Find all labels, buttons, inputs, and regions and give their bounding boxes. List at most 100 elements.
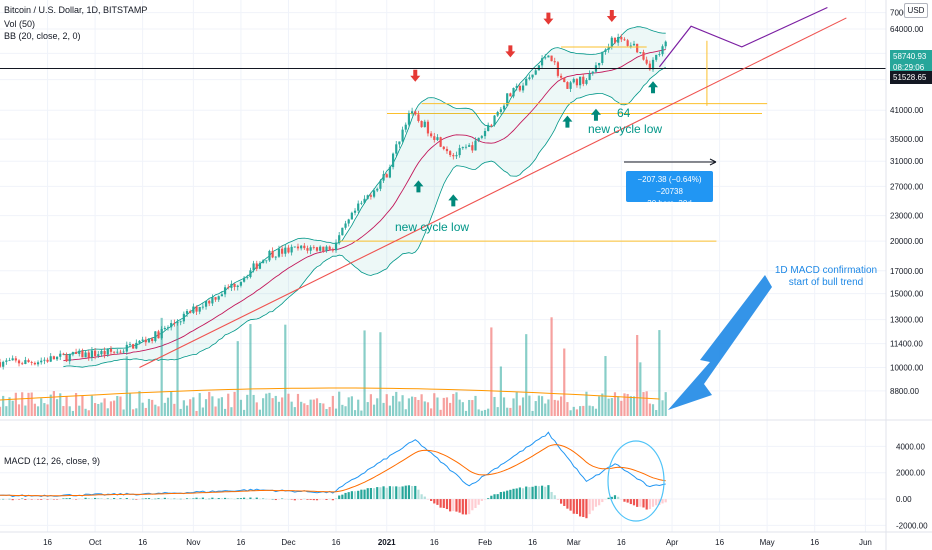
macd-histogram-bar <box>281 498 284 500</box>
candle-body <box>220 294 223 297</box>
volume-bar <box>347 397 350 416</box>
y-tick-label: 11400.00 <box>890 340 923 349</box>
cycle-low-number: 64 <box>617 106 631 120</box>
currency-button[interactable]: USD <box>904 3 928 18</box>
macd-histogram-bar <box>388 486 392 500</box>
volume-bar <box>182 400 185 416</box>
candle-body <box>97 354 100 356</box>
x-tick-label: Jun <box>859 538 872 547</box>
volume-bar <box>5 406 8 416</box>
volume-bar <box>471 400 474 416</box>
macd-histogram-bar <box>236 498 239 500</box>
candle-body <box>179 321 182 323</box>
candle-body <box>2 361 5 367</box>
candle-body <box>626 40 629 46</box>
volume-bar <box>21 392 24 416</box>
candle-body <box>547 55 550 58</box>
volume-bar <box>550 317 553 416</box>
macd-histogram-bar <box>436 499 439 505</box>
volume-bar <box>341 404 344 416</box>
macd-histogram-bar <box>629 499 632 505</box>
annotation-arrow <box>668 275 772 410</box>
macd-histogram-bar <box>449 499 452 512</box>
macd-histogram-bar <box>613 495 617 500</box>
volume-bar <box>258 409 262 416</box>
volume-bar <box>81 395 84 416</box>
volume-bar <box>610 398 613 416</box>
macd-histogram-bar <box>350 491 353 500</box>
last-price-tag: 58740.93 <box>890 50 932 63</box>
candle-body <box>341 227 344 236</box>
candle-body <box>201 306 204 308</box>
volume-bar <box>217 398 220 416</box>
macd-histogram-bar <box>65 498 68 500</box>
macd-histogram-bar <box>591 499 594 511</box>
macd-histogram-bar <box>160 498 163 500</box>
candle-body <box>537 65 540 71</box>
macd-histogram-bar <box>648 499 651 510</box>
candle-body <box>46 359 49 362</box>
macd-histogram-bar <box>455 499 458 512</box>
volume-bar <box>553 399 556 416</box>
candle-body <box>639 52 642 53</box>
candle-body <box>309 247 312 251</box>
volume-bar <box>651 404 655 416</box>
macd-histogram-bar <box>59 499 62 500</box>
macd-histogram-bar <box>217 498 220 500</box>
volume-bar <box>113 400 116 416</box>
macd-histogram-bar <box>227 498 230 500</box>
macd-histogram-bar <box>353 491 357 500</box>
macd-histogram-bar <box>626 499 629 503</box>
volume-bar <box>170 391 173 416</box>
macd-histogram-bar <box>430 499 433 501</box>
volume-bar <box>531 410 534 416</box>
volume-bar <box>417 399 420 416</box>
macd-histogram-bar <box>496 494 499 500</box>
candle-body <box>233 283 236 288</box>
macd-histogram-bar <box>287 499 290 500</box>
macd-histogram-bar <box>230 498 233 500</box>
candle-body <box>147 338 151 343</box>
volume-bar <box>94 403 97 416</box>
y-tick-label: 20000.00 <box>890 237 924 246</box>
macd-histogram-bar <box>417 489 420 500</box>
candle-body <box>525 78 528 86</box>
candle-body <box>620 37 623 40</box>
macd-histogram-bar <box>214 498 217 500</box>
volume-bar <box>90 395 94 416</box>
volume-bar <box>195 410 198 416</box>
macd-histogram-bar <box>303 498 306 500</box>
candle-body <box>439 137 442 147</box>
candle-body <box>331 249 334 251</box>
candle-body <box>423 121 426 128</box>
volume-bar <box>433 393 436 416</box>
macd-histogram-bar <box>322 499 325 500</box>
macd-histogram-bar <box>579 499 582 517</box>
candle-body <box>360 202 363 204</box>
volume-bar <box>52 391 55 416</box>
macd-histogram-bar <box>566 499 569 509</box>
cycle-low-label-1: new cycle low <box>395 220 470 234</box>
volume-bar <box>642 392 645 416</box>
candle-body <box>252 263 255 271</box>
volume-bar <box>528 395 531 416</box>
candle-body <box>338 235 341 243</box>
candle-body <box>648 63 651 70</box>
macd-histogram-bar <box>262 498 265 500</box>
volume-bar <box>623 393 626 416</box>
x-tick-label: Dec <box>281 538 295 547</box>
volume-bar <box>8 397 11 416</box>
volume-bar <box>242 409 246 416</box>
macd-histogram-bar <box>147 498 151 500</box>
macd-note-line-1: 1D MACD confirmation <box>774 265 878 276</box>
macd-histogram-bar <box>163 497 166 500</box>
candle-body <box>645 59 648 64</box>
volume-bar <box>591 406 594 416</box>
macd-histogram-bar <box>515 488 518 500</box>
volume-bar <box>483 409 487 416</box>
macd-histogram-bar <box>81 499 84 500</box>
macd-histogram-bar <box>661 499 664 504</box>
macd-histogram-bar <box>544 486 547 500</box>
volume-bar <box>59 393 62 416</box>
